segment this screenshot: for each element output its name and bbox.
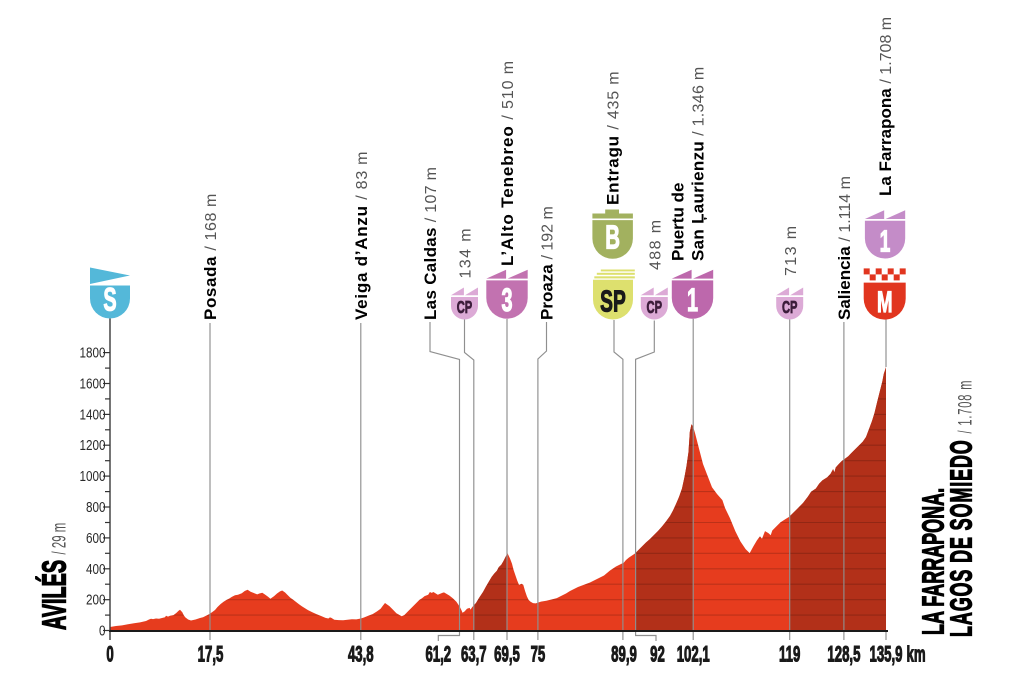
- svg-text:SP: SP: [600, 285, 626, 319]
- svg-text:LAGOS DE SOMIEDO / 1.708 m: LAGOS DE SOMIEDO / 1.708 m: [945, 380, 979, 637]
- svg-text:Saliencia / 1.114 m: Saliencia / 1.114 m: [835, 176, 854, 320]
- svg-text:LA FARRAPONA.: LA FARRAPONA.: [917, 488, 951, 635]
- svg-text:713 m: 713 m: [783, 225, 800, 276]
- svg-text:200: 200: [86, 591, 106, 608]
- svg-text:61,2: 61,2: [425, 642, 451, 666]
- svg-text:L’Alto Tenebreo / 510 m: L’Alto Tenebreo / 510 m: [498, 60, 517, 266]
- svg-text:102,1: 102,1: [677, 642, 710, 666]
- svg-text:M: M: [877, 286, 892, 320]
- svg-text:3: 3: [501, 282, 512, 318]
- svg-text:43,8: 43,8: [348, 642, 374, 666]
- svg-text:1800: 1800: [79, 344, 105, 361]
- svg-text:89,9: 89,9: [611, 642, 637, 666]
- svg-text:1400: 1400: [79, 406, 105, 423]
- svg-text:119: 119: [779, 642, 800, 666]
- svg-text:San Ļaurienzu / 1.346 m: San Ļaurienzu / 1.346 m: [689, 66, 708, 261]
- svg-text:CP: CP: [647, 297, 663, 317]
- svg-text:1: 1: [880, 225, 891, 259]
- svg-text:Proaza / 192 m: Proaza / 192 m: [538, 206, 557, 320]
- svg-text:800: 800: [86, 499, 106, 516]
- svg-text:La Farrapona / 1.708 m: La Farrapona / 1.708 m: [876, 17, 895, 196]
- svg-text:1600: 1600: [79, 375, 105, 392]
- svg-text:Entragu / 435 m: Entragu / 435 m: [604, 71, 623, 205]
- svg-text:B: B: [605, 218, 620, 255]
- svg-text:134 m: 134 m: [458, 227, 475, 278]
- svg-text:Las Caldas / 107 m: Las Caldas / 107 m: [421, 167, 440, 320]
- svg-text:69,5: 69,5: [494, 642, 520, 666]
- svg-text:63,7: 63,7: [461, 642, 487, 666]
- svg-text:400: 400: [86, 560, 106, 577]
- svg-text:Posada / 168 m: Posada / 168 m: [201, 193, 220, 320]
- svg-text:1200: 1200: [79, 437, 105, 454]
- svg-text:Puertu de: Puertu de: [669, 183, 688, 261]
- svg-text:1: 1: [687, 282, 698, 318]
- svg-text:17,5: 17,5: [198, 642, 224, 666]
- svg-text:CP: CP: [457, 297, 473, 317]
- svg-text:0: 0: [99, 622, 106, 639]
- svg-text:600: 600: [86, 530, 106, 547]
- svg-text:AVILÉS / 29 m: AVILÉS / 29 m: [35, 523, 73, 630]
- svg-text:92: 92: [650, 642, 665, 666]
- svg-text:S: S: [103, 282, 116, 318]
- svg-text:km: km: [907, 642, 926, 666]
- svg-text:1000: 1000: [79, 468, 105, 485]
- svg-text:135,9: 135,9: [869, 642, 902, 666]
- svg-text:Veiga d’Anzu / 83 m: Veiga d’Anzu / 83 m: [352, 151, 371, 320]
- svg-text:CP: CP: [782, 297, 798, 317]
- svg-text:75: 75: [531, 642, 546, 666]
- svg-text:128,5: 128,5: [827, 642, 860, 666]
- svg-text:488 m: 488 m: [647, 219, 664, 270]
- svg-text:0: 0: [106, 642, 113, 666]
